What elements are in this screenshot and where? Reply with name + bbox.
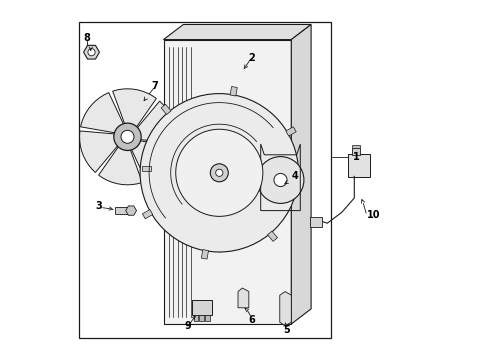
Text: 2: 2 <box>248 53 255 63</box>
Text: 10: 10 <box>366 210 380 220</box>
Bar <box>163 40 291 324</box>
Bar <box>351 148 359 155</box>
Bar <box>193 315 198 321</box>
Polygon shape <box>125 206 136 215</box>
FancyBboxPatch shape <box>347 154 369 177</box>
Bar <box>142 166 151 171</box>
Circle shape <box>121 130 134 143</box>
Polygon shape <box>112 89 156 130</box>
Text: 7: 7 <box>152 81 158 91</box>
Text: 3: 3 <box>96 201 102 211</box>
Bar <box>142 210 152 219</box>
FancyBboxPatch shape <box>310 217 321 227</box>
Polygon shape <box>238 288 248 308</box>
Text: 4: 4 <box>291 171 298 181</box>
Bar <box>351 145 359 148</box>
Text: 8: 8 <box>83 33 90 43</box>
Circle shape <box>114 123 141 150</box>
Text: 5: 5 <box>282 325 289 335</box>
Bar <box>161 104 171 114</box>
Bar <box>115 207 131 214</box>
Bar <box>199 315 204 321</box>
Polygon shape <box>291 24 310 324</box>
Polygon shape <box>83 45 99 59</box>
Circle shape <box>88 49 95 56</box>
Polygon shape <box>163 24 310 40</box>
Circle shape <box>273 174 286 186</box>
Bar <box>79 22 330 338</box>
Polygon shape <box>130 140 174 181</box>
Bar <box>285 127 296 136</box>
Circle shape <box>140 94 298 252</box>
Polygon shape <box>99 144 142 185</box>
Bar <box>230 86 237 96</box>
Text: 6: 6 <box>248 315 255 325</box>
Text: 1: 1 <box>352 152 359 162</box>
Circle shape <box>257 157 303 203</box>
Bar <box>267 231 277 242</box>
Bar <box>201 249 208 259</box>
Circle shape <box>175 129 263 216</box>
Bar <box>192 300 212 315</box>
Polygon shape <box>135 101 175 143</box>
Text: 9: 9 <box>184 321 191 331</box>
Polygon shape <box>80 131 120 172</box>
Circle shape <box>215 169 223 176</box>
Polygon shape <box>81 93 124 133</box>
Bar <box>205 315 209 321</box>
Polygon shape <box>279 292 291 326</box>
Circle shape <box>210 164 228 182</box>
